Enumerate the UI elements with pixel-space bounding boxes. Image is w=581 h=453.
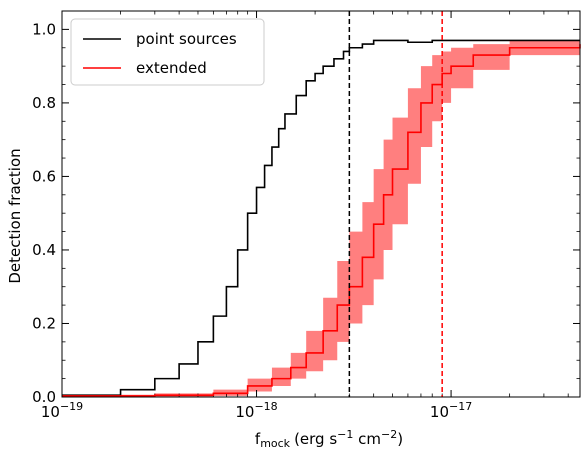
x-tick-label-exponent: −19 [60,400,83,413]
x-axis-label-end: ) [397,430,403,448]
x-axis-label-exp1: −1 [337,428,353,441]
tick-marks-layer [61,10,580,398]
y-tick-label: 0.2 [32,314,56,332]
x-tick-label-base: 10 [430,403,449,421]
x-axis-label-mid: cm [353,430,381,448]
x-tick-label: 10−18 [235,400,277,421]
legend-label-extended: extended [136,59,207,77]
series-line-1 [62,44,581,397]
x-tick-label-base: 10 [235,403,254,421]
y-tick-label: 0.0 [32,388,56,406]
x-tick-label-base: 10 [41,403,60,421]
threshold-lines-layer [348,11,443,397]
x-axis-label-exp2: −2 [381,428,397,441]
legend: point sources extended [70,18,265,86]
tick-labels-layer: 0.00.20.40.60.81.010−19 10−18 10−17 [32,20,472,421]
x-tick-label: 10−19 [41,400,83,421]
x-tick-label-exponent: −17 [449,400,472,413]
x-tick-label: 10−17 [430,400,472,421]
x-axis-label-subscript: mock [260,437,290,450]
y-tick-label: 0.4 [32,241,56,259]
y-axis-label: Detection fraction [6,148,24,283]
legend-label-point-sources: point sources [136,30,237,48]
x-axis-label-symbol: f [255,430,261,448]
x-axis-label-units: (erg s [294,430,337,448]
y-tick-label: 0.6 [32,167,56,185]
extended-confidence-band-layer [62,36,580,397]
y-tick-label: 1.0 [32,20,56,38]
y-tick-label: 0.8 [32,94,56,112]
x-tick-label-exponent: −18 [254,400,277,413]
plot-frame [61,10,581,398]
x-axis-label: fmock (erg s−1 cm−2) [255,428,403,450]
series-layer [62,39,581,397]
series-band-1 [62,36,580,397]
series-line-0 [62,39,580,396]
